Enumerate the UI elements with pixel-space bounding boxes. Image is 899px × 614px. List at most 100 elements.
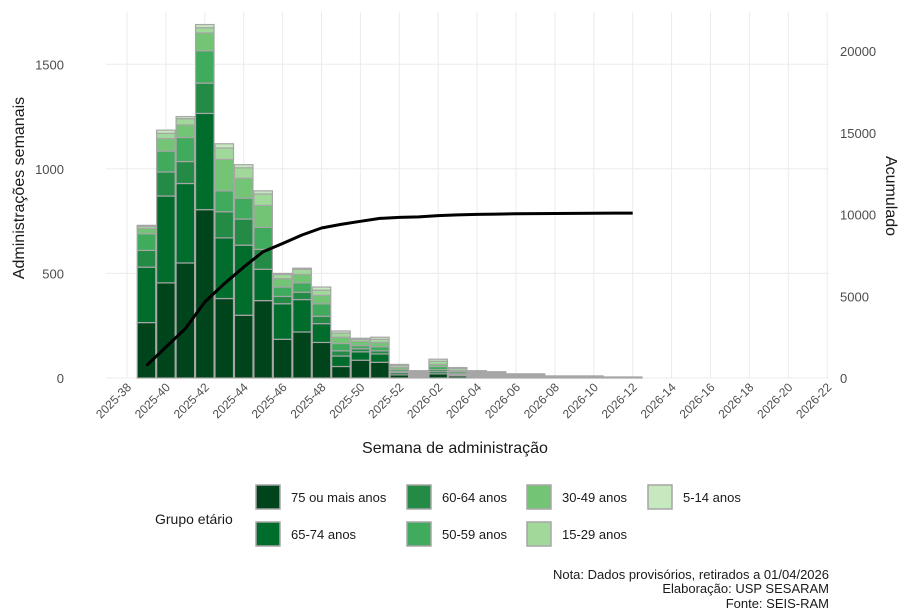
bar-segment: [583, 375, 604, 378]
x-tick-label: 2026-04: [443, 380, 484, 421]
legend-label: 30-49 anos: [562, 490, 628, 505]
bar-segment: [156, 137, 176, 152]
grid: [106, 12, 829, 379]
bar-segment: [428, 373, 449, 379]
bar-segment: [350, 351, 371, 361]
bar-segment: [175, 160, 196, 185]
bar-segment: [311, 286, 332, 291]
y2-tick-label: 15000: [840, 126, 876, 141]
legend-label: 60-64 anos: [442, 490, 508, 505]
bar-segment: [136, 321, 157, 379]
x-tick-label: 2026-18: [715, 380, 756, 421]
bar-segment: [564, 375, 585, 378]
bar-segment: [214, 143, 235, 149]
x-tick-label: 2026-02: [404, 380, 445, 421]
bar-segment: [622, 376, 643, 379]
bar-segment: [194, 112, 215, 211]
bar-segment: [272, 338, 293, 379]
bar-segment: [370, 346, 390, 352]
bar-segment: [136, 233, 157, 252]
bar-segment: [233, 177, 254, 199]
y-tick-label: 0: [57, 371, 64, 386]
x-tick-label: 2025-48: [288, 380, 329, 421]
bar-segment: [331, 330, 351, 334]
x-tick-label: 2025-44: [210, 380, 251, 421]
x-tick-label: 2025-50: [326, 380, 367, 421]
x-tick-label: 2026-20: [754, 380, 795, 421]
legend-label: 50-59 anos: [442, 527, 508, 542]
bar-segment: [194, 82, 215, 115]
legend-swatch: [647, 484, 673, 510]
y-tick-label: 1500: [35, 57, 64, 72]
x-tick-label: 2026-08: [521, 380, 562, 421]
y-tick-label: 500: [42, 266, 64, 281]
legend-label: 15-29 anos: [562, 527, 628, 542]
bar-segment: [292, 267, 312, 270]
legend-label: 75 ou mais anos: [291, 490, 387, 505]
bar-segment: [370, 336, 390, 340]
bar-segment: [467, 370, 487, 373]
legend-swatch: [526, 484, 552, 510]
legend-swatch: [406, 521, 432, 547]
bar-segment: [175, 118, 196, 126]
bars: [136, 23, 643, 379]
y2-tick-label: 5000: [840, 289, 869, 304]
cumulative-line-group: [145, 211, 633, 367]
x-tick-label: 2026-12: [599, 380, 640, 421]
bar-segment: [136, 266, 157, 324]
y2-tick-label: 20000: [840, 44, 876, 59]
bar-segment: [272, 303, 293, 340]
bar-segment: [136, 224, 157, 227]
bar-segment: [272, 286, 293, 298]
bar-segment: [214, 158, 235, 192]
bar-segment: [272, 278, 293, 288]
legend-swatch: [255, 521, 281, 547]
bar-segment: [253, 190, 273, 195]
bar-segment: [408, 370, 429, 373]
bar-segment: [272, 295, 293, 305]
x-axis: 2025-382025-402025-422025-442025-462025-…: [93, 380, 834, 421]
x-tick-label: 2025-42: [171, 380, 212, 421]
x-tick-label: 2026-10: [560, 380, 601, 421]
bar-segment: [311, 323, 332, 344]
bar-segment: [194, 209, 215, 379]
bar-segment: [292, 298, 312, 333]
credit-text: Elaboração: USP SESARAM: [662, 581, 829, 596]
bar-segment: [233, 244, 254, 316]
x-tick-label: 2026-14: [638, 380, 679, 421]
bar-segment: [447, 366, 468, 370]
bar-segment: [331, 332, 351, 338]
legend-label: 65-74 anos: [291, 527, 357, 542]
bar-segment: [253, 268, 273, 302]
bar-segment: [331, 355, 351, 368]
bar-segment: [350, 359, 371, 379]
bar-segment: [253, 300, 273, 379]
bar-segment: [370, 361, 390, 379]
bar-segment: [311, 341, 332, 379]
bar-segment: [194, 50, 215, 84]
bar-segment: [311, 303, 332, 317]
x-tick-label: 2026-16: [677, 380, 718, 421]
legend: Grupo etário 75 ou mais anos 65-74 anos 60-…: [155, 484, 741, 547]
y-tick-label: 1000: [35, 162, 64, 177]
y-axis-right: 0 5000 10000 15000 20000: [840, 44, 876, 386]
bar-segment: [292, 282, 312, 293]
x-axis-label: Semana de administração: [362, 440, 548, 457]
bar-segment: [331, 336, 351, 345]
bar-segment: [156, 171, 176, 197]
bar-segment: [272, 272, 293, 276]
bar-segment: [175, 124, 196, 139]
source-text: Fonte: SEIS-RAM: [725, 596, 829, 611]
x-tick-label: 2025-40: [132, 380, 173, 421]
bar-segment: [194, 27, 215, 34]
x-tick-label: 2026-22: [793, 380, 834, 421]
bar-segment: [156, 129, 176, 134]
bar-segment: [136, 249, 157, 268]
bar-segment: [331, 342, 351, 352]
cumulative-line: [145, 211, 633, 367]
bar-segment: [389, 363, 410, 367]
bar-segment: [214, 211, 235, 239]
bar-segment: [194, 32, 215, 52]
bar-segment: [311, 315, 332, 325]
bar-segment: [331, 350, 351, 357]
